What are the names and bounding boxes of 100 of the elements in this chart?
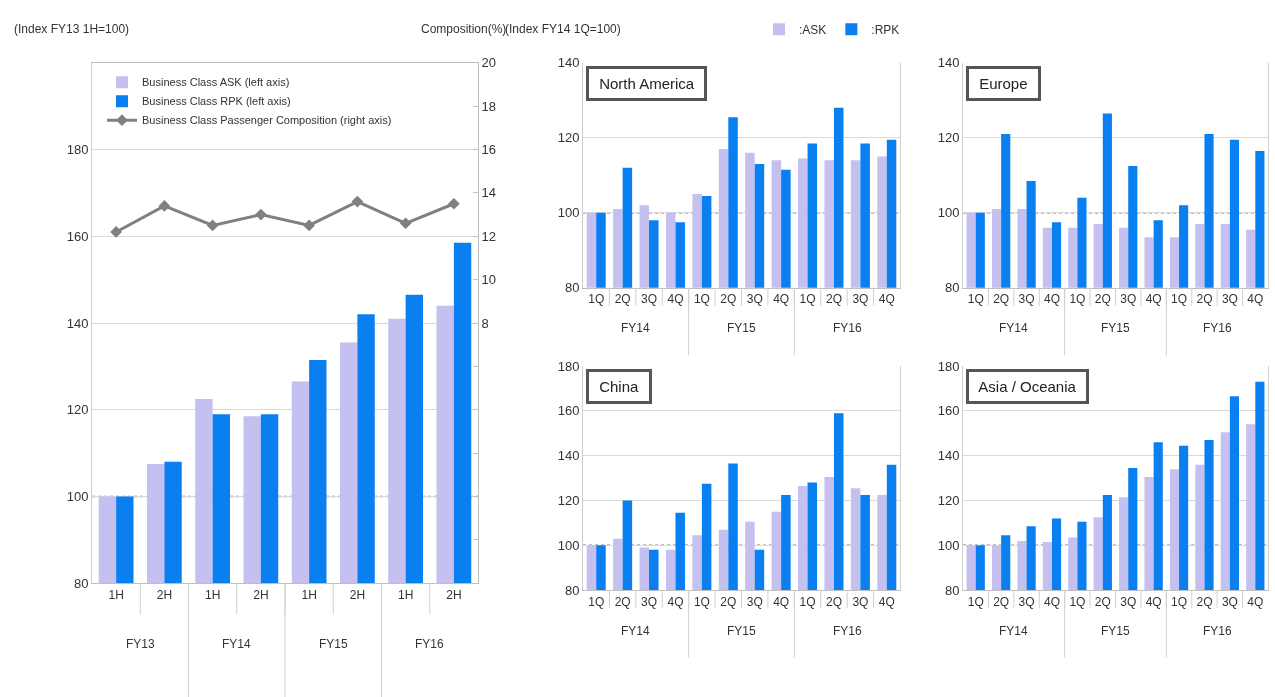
x-tick-label: 1H: [108, 587, 124, 602]
y-tick-label: 180: [937, 358, 960, 374]
y-tick-label: 160: [66, 228, 89, 244]
y2-tick-label: 14: [481, 185, 497, 201]
x-tick-label: 3Q: [1120, 594, 1137, 609]
x-tick-label: 4Q: [667, 594, 684, 609]
text: FY16: [1203, 321, 1233, 335]
text: North America: [595, 75, 699, 92]
x-tick-label: 2Q: [1196, 292, 1213, 307]
y2-tick-label: 18: [481, 98, 497, 114]
y-tick-label: 100: [937, 537, 960, 553]
y-tick-label: 140: [937, 448, 960, 464]
text: FY15: [1101, 321, 1131, 335]
x-tick-label: 4Q: [773, 594, 790, 609]
text: China: [595, 378, 643, 395]
y-tick-label: 80: [944, 582, 960, 598]
x-tick-label: 1Q: [588, 292, 605, 307]
x-tick-label: 3Q: [1120, 292, 1137, 307]
x-tick-label: 1Q: [1069, 594, 1086, 609]
x-tick-label: 4Q: [878, 594, 895, 609]
text: FY14: [621, 624, 651, 638]
x-tick-label: 1Q: [799, 292, 816, 307]
x-tick-label: 1Q: [967, 594, 984, 609]
y-tick-label: 160: [557, 403, 580, 419]
text: FY15: [1101, 624, 1131, 638]
text: FY15: [727, 321, 757, 335]
x-tick-label: 4Q: [1247, 292, 1264, 307]
x-tick-label: 3Q: [1018, 594, 1035, 609]
legend-label: :RPK: [871, 23, 900, 38]
legend-label: Business Class Passenger Composition (right axis): [142, 114, 392, 127]
y-tick-label: 120: [557, 493, 580, 509]
text: FY16: [415, 637, 445, 651]
x-tick-label: 1H: [204, 587, 221, 602]
y-tick-label: 80: [944, 280, 960, 296]
x-tick-label: 2H: [349, 587, 366, 602]
y-tick-label: 120: [66, 402, 89, 418]
x-tick-label: 1Q: [693, 292, 710, 307]
y-tick-label: 120: [937, 493, 960, 509]
x-tick-label: 2Q: [825, 292, 842, 307]
legend-label: Business Class RPK (left axis): [142, 95, 291, 108]
text: FY14: [222, 637, 252, 651]
x-tick-label: 2Q: [1094, 292, 1111, 307]
x-tick-label: 2Q: [720, 594, 737, 609]
x-tick-label: 3Q: [1221, 594, 1238, 609]
x-tick-label: 4Q: [1145, 292, 1162, 307]
y-tick-label: 100: [557, 205, 580, 221]
y2-tick-label: 10: [481, 272, 497, 288]
text: FY14: [621, 321, 651, 335]
x-tick-label: 1Q: [588, 594, 605, 609]
x-tick-label: 1H: [397, 587, 414, 602]
x-tick-label: 3Q: [1221, 292, 1238, 307]
x-tick-label: 1Q: [1171, 594, 1188, 609]
legend-label: Business Class ASK (left axis): [142, 76, 290, 89]
text: FY16: [833, 624, 863, 638]
x-tick-label: 2Q: [825, 594, 842, 609]
y-tick-label: 160: [937, 403, 960, 419]
y-tick-label: 120: [557, 130, 580, 146]
x-tick-label: 1Q: [1171, 292, 1188, 307]
x-tick-label: 3Q: [641, 292, 658, 307]
text: Europe: [975, 75, 1032, 92]
x-tick-label: 2Q: [993, 594, 1010, 609]
text: Asia / Oceania: [975, 378, 1081, 395]
y-tick-label: 100: [557, 537, 580, 553]
x-tick-label: 2Q: [1094, 594, 1111, 609]
x-tick-label: 4Q: [773, 292, 790, 307]
text: FY13: [126, 637, 156, 651]
x-tick-label: 1Q: [799, 594, 816, 609]
x-tick-label: 1Q: [693, 594, 710, 609]
text: FY15: [319, 637, 349, 651]
y2-tick-label: 20: [481, 55, 497, 71]
x-tick-label: 2H: [446, 587, 462, 602]
y-tick-label: 100: [937, 205, 960, 221]
x-tick-label: 3Q: [1018, 292, 1035, 307]
y-tick-label: 180: [557, 358, 580, 374]
x-tick-label: 3Q: [852, 292, 869, 307]
x-tick-label: 4Q: [667, 292, 684, 307]
x-tick-label: 4Q: [1043, 594, 1060, 609]
x-tick-label: 1Q: [967, 292, 984, 307]
x-tick-label: 4Q: [1247, 594, 1264, 609]
x-tick-label: 1Q: [1069, 292, 1086, 307]
x-tick-label: 2Q: [720, 292, 737, 307]
x-tick-label: 4Q: [1145, 594, 1162, 609]
text: FY14: [999, 624, 1029, 638]
x-tick-label: 4Q: [878, 292, 895, 307]
x-tick-label: 2Q: [614, 594, 631, 609]
y2-tick-label: 8: [481, 315, 489, 331]
y-tick-label: 140: [937, 55, 960, 71]
y-tick-label: 80: [564, 280, 580, 296]
x-tick-label: 3Q: [641, 594, 658, 609]
y-tick-label: 120: [937, 130, 960, 146]
x-tick-label: 2Q: [993, 292, 1010, 307]
x-tick-label: 3Q: [852, 594, 869, 609]
y-tick-label: 180: [66, 142, 89, 158]
x-tick-label: 2H: [156, 587, 173, 602]
text: FY16: [1203, 624, 1233, 638]
text: FY16: [833, 321, 863, 335]
x-tick-label: 3Q: [746, 292, 763, 307]
y-tick-label: 80: [73, 575, 89, 591]
y2-tick-label: 16: [481, 142, 497, 158]
text: FY14: [999, 321, 1029, 335]
